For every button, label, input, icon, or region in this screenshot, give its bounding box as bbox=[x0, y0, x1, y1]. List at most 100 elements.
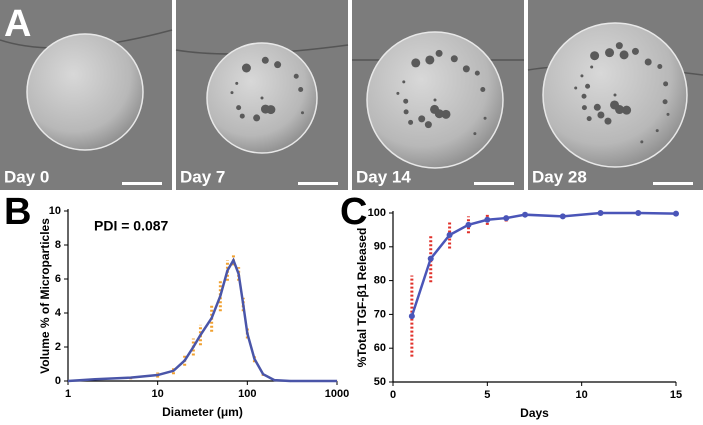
pore bbox=[622, 105, 632, 115]
scale-bar bbox=[298, 182, 338, 185]
x-tick-label: 5 bbox=[484, 389, 490, 401]
pore bbox=[605, 48, 615, 58]
point bbox=[522, 211, 529, 218]
pore bbox=[441, 109, 451, 119]
pore bbox=[235, 81, 239, 85]
microparticle bbox=[26, 33, 144, 151]
point bbox=[635, 210, 642, 216]
x-axis-label: Days bbox=[520, 406, 549, 420]
series-line bbox=[67, 257, 337, 383]
y-axis-label: %Total TGF-β1 Released bbox=[355, 228, 369, 368]
pore bbox=[574, 86, 578, 90]
y-axis-label: Volume % of Microparticles bbox=[38, 218, 52, 374]
x-tick-label: 1 bbox=[65, 388, 71, 400]
y-tick-label: 4 bbox=[55, 307, 62, 319]
pore bbox=[396, 91, 400, 95]
pore bbox=[593, 103, 601, 111]
point bbox=[427, 255, 434, 262]
pore bbox=[403, 98, 409, 104]
pore bbox=[253, 114, 261, 122]
pore bbox=[590, 51, 600, 61]
pore bbox=[418, 115, 426, 123]
point bbox=[465, 221, 472, 228]
point bbox=[446, 231, 453, 238]
y-tick-label: 70 bbox=[374, 308, 386, 320]
panel-letter: A bbox=[4, 3, 31, 45]
pore bbox=[640, 140, 644, 144]
x-tick-label: 0 bbox=[390, 389, 396, 401]
series-line bbox=[410, 211, 677, 317]
pore bbox=[293, 73, 299, 79]
day-label: Day 14 bbox=[356, 167, 411, 186]
pore bbox=[473, 132, 477, 136]
pore bbox=[615, 42, 623, 50]
point bbox=[408, 313, 415, 320]
panel-letter: C bbox=[340, 191, 367, 233]
pore bbox=[613, 93, 617, 97]
pore bbox=[644, 58, 652, 66]
pore bbox=[261, 56, 269, 64]
pore bbox=[610, 100, 620, 110]
pore bbox=[402, 80, 406, 84]
pore bbox=[424, 121, 432, 129]
pore bbox=[236, 105, 242, 111]
pore bbox=[483, 116, 487, 120]
y-tick-label: 0 bbox=[55, 375, 61, 387]
y-tick-label: 6 bbox=[55, 273, 61, 285]
scale-bar bbox=[474, 182, 514, 185]
pore bbox=[662, 99, 668, 105]
y-tick-label: 80 bbox=[374, 275, 386, 287]
pore bbox=[631, 47, 639, 55]
x-tick-label: 10 bbox=[576, 389, 588, 401]
x-axis-label: Diameter (μm) bbox=[162, 405, 243, 419]
day-label: Day 7 bbox=[180, 167, 225, 186]
pore bbox=[462, 65, 470, 73]
point bbox=[559, 213, 566, 220]
pore bbox=[408, 119, 414, 125]
pore bbox=[274, 61, 282, 69]
point bbox=[503, 215, 510, 222]
pore bbox=[435, 49, 443, 57]
pore bbox=[580, 74, 584, 78]
scale-bar bbox=[653, 182, 693, 185]
pore bbox=[581, 105, 587, 111]
y-tick-label: 100 bbox=[368, 207, 386, 219]
y-tick-label: 2 bbox=[55, 341, 61, 353]
day-label: Day 28 bbox=[532, 167, 587, 186]
point bbox=[673, 210, 679, 217]
x-tick-label: 10 bbox=[152, 388, 164, 400]
day-label: Day 0 bbox=[4, 167, 49, 186]
y-tick-label: 60 bbox=[374, 342, 386, 354]
pore bbox=[241, 63, 251, 73]
y-tick-label: 50 bbox=[374, 376, 386, 388]
x-tick-label: 100 bbox=[238, 388, 256, 400]
pore bbox=[230, 91, 234, 95]
pore bbox=[604, 117, 612, 125]
pore bbox=[663, 81, 669, 87]
pore bbox=[403, 109, 409, 115]
pore bbox=[425, 55, 435, 65]
pore bbox=[300, 111, 304, 115]
pore bbox=[411, 58, 421, 68]
pore bbox=[581, 93, 587, 99]
x-tick-label: 1000 bbox=[325, 388, 349, 400]
y-tick-label: 8 bbox=[55, 239, 61, 251]
scale-bar bbox=[122, 182, 162, 185]
pore bbox=[260, 96, 264, 100]
pore bbox=[239, 113, 245, 119]
pore bbox=[657, 64, 663, 70]
annotation: PDI = 0.087 bbox=[94, 218, 169, 234]
pore bbox=[450, 55, 458, 63]
point bbox=[484, 216, 491, 223]
panel-a: Day 0 Day 7 Day 14 Day 28 bbox=[0, 0, 703, 190]
pore bbox=[474, 70, 480, 76]
pore bbox=[480, 87, 486, 93]
point bbox=[597, 210, 604, 216]
y-tick-label: 90 bbox=[374, 241, 386, 253]
y-tick-label: 10 bbox=[49, 205, 61, 217]
pore bbox=[655, 129, 659, 133]
pore bbox=[430, 104, 440, 114]
x-tick-label: 15 bbox=[670, 389, 682, 401]
pore bbox=[586, 116, 592, 122]
